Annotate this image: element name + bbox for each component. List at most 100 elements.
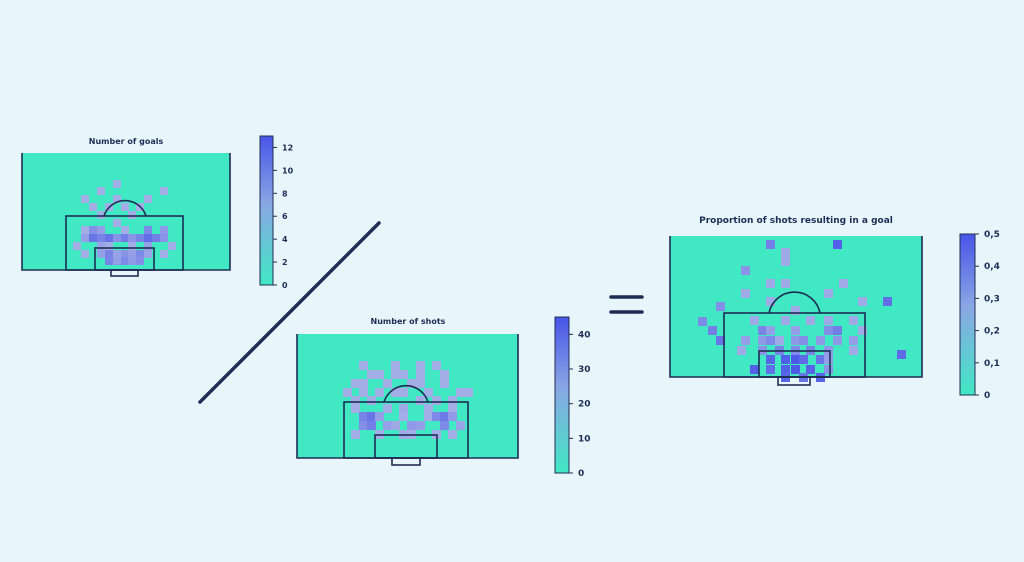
proportion-cell: [741, 336, 750, 345]
shots-colorbar: [554, 316, 570, 474]
goals-cell: [168, 242, 176, 250]
proportion-cell: [775, 336, 784, 345]
goals-cell: [81, 195, 89, 203]
goals-cell: [121, 203, 129, 211]
shots-cell: [448, 404, 457, 413]
shots-cell: [383, 404, 392, 413]
goals-tick-label: 6: [282, 212, 288, 221]
shots-tick-label: 40: [578, 330, 591, 340]
shots-cell: [432, 412, 441, 421]
shots-cell: [351, 430, 360, 439]
proportion-cell: [716, 302, 725, 311]
proportion-cell: [698, 317, 707, 326]
proportion-tick-label: 0,5: [984, 230, 1000, 240]
goals-cell: [136, 234, 144, 242]
shots-cell: [424, 388, 433, 397]
proportion-cell: [799, 355, 808, 364]
goals-cell: [128, 234, 136, 242]
goals-cell: [89, 226, 97, 234]
goals-cell: [121, 257, 129, 265]
proportion-cell: [737, 346, 746, 355]
proportion-tick-label: 0: [984, 391, 990, 401]
goals-cell: [121, 234, 129, 242]
goals-cell: [89, 203, 97, 211]
shots-cell: [448, 396, 457, 405]
proportion-heatmap-cells: [698, 240, 906, 382]
shots-cell: [399, 370, 408, 379]
proportion-cell: [741, 289, 750, 298]
goals-cell: [105, 250, 113, 258]
goals-title: Number of goals: [89, 137, 164, 146]
goals-colorbar-ticks: 0 2 4 6 8 10 12: [273, 143, 294, 290]
goals-cell: [97, 242, 105, 250]
goals-heatmap-cells: [73, 180, 176, 265]
proportion-cell: [781, 316, 790, 325]
shots-cell: [359, 361, 368, 370]
proportion-tick-label: 0,3: [984, 294, 1000, 304]
shots-colorbar-ticks: 0 10 20 30 40: [569, 330, 591, 479]
proportion-tick-label: 0,2: [984, 327, 1000, 337]
shots-cell: [399, 412, 408, 421]
proportion-cell: [750, 365, 759, 374]
proportion-cell: [849, 346, 858, 355]
shots-cell: [440, 412, 449, 421]
proportion-cell: [758, 336, 767, 345]
shots-tick-label: 30: [578, 365, 591, 375]
shots-cell: [440, 379, 449, 388]
shots-cell: [416, 379, 425, 388]
proportion-colorbar-ticks: 0 0,1 0,2 0,3 0,4 0,5: [975, 230, 1000, 401]
proportion-cell: [781, 248, 790, 257]
shots-panel: Number of shots 0 10 20 30 40: [296, 316, 591, 479]
shots-cell: [383, 379, 392, 388]
goals-cell: [160, 234, 168, 242]
goals-cell: [89, 234, 97, 242]
shots-cell: [367, 396, 376, 405]
shots-cell: [359, 388, 368, 397]
proportion-cell: [781, 365, 790, 374]
proportion-cell: [806, 316, 815, 325]
proportion-cell: [816, 336, 825, 345]
proportion-cell: [833, 326, 842, 335]
proportion-cell: [791, 365, 800, 374]
goals-tick-label: 0: [282, 281, 288, 290]
goals-cell: [113, 195, 121, 203]
shots-cell: [432, 396, 441, 405]
proportion-cell: [849, 336, 858, 345]
goals-cell: [113, 180, 121, 188]
shots-tick-label: 0: [578, 469, 584, 479]
proportion-cell: [716, 336, 725, 345]
shots-cell: [383, 421, 392, 430]
shots-cell: [367, 370, 376, 379]
proportion-cell: [824, 326, 833, 335]
goals-cell: [144, 234, 152, 242]
goals-cell: [160, 226, 168, 234]
proportion-cell: [791, 306, 800, 315]
goals-cell: [97, 250, 105, 258]
goals-cell: [121, 226, 129, 234]
goals-cell: [136, 257, 144, 265]
proportion-cell: [766, 279, 775, 288]
goals-cell: [136, 250, 144, 258]
goals-cell: [144, 242, 152, 250]
shots-cell: [424, 404, 433, 413]
goals-cell: [144, 250, 152, 258]
shots-cell: [343, 388, 352, 397]
proportion-cell: [766, 365, 775, 374]
proportion-cell: [766, 336, 775, 345]
shots-cell: [351, 396, 360, 405]
shots-cell: [407, 421, 416, 430]
proportion-cell: [750, 316, 759, 325]
shots-tick-label: 20: [578, 400, 591, 410]
goals-cell: [144, 195, 152, 203]
shots-cell: [416, 396, 425, 405]
proportion-cell: [833, 336, 842, 345]
shots-cell: [391, 388, 400, 397]
shots-cell: [407, 379, 416, 388]
proportion-cell: [781, 279, 790, 288]
proportion-pitch-lines: [669, 236, 923, 386]
goals-cell: [128, 211, 136, 219]
proportion-tick-label: 0,4: [984, 262, 1000, 272]
shots-cell: [351, 404, 360, 413]
proportion-cell: [781, 257, 790, 266]
goals-pitch-lines: [21, 153, 231, 277]
